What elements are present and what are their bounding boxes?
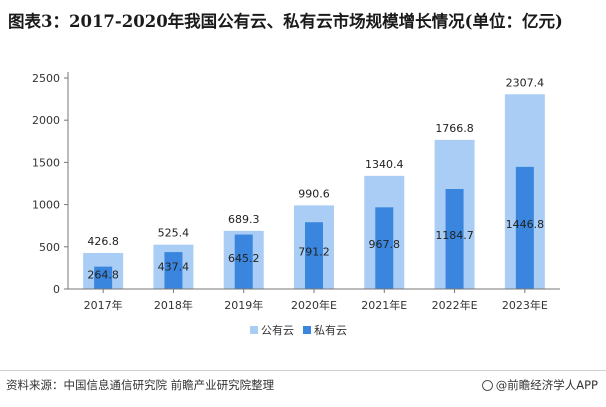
private-cloud-bar [94, 266, 113, 289]
private-cloud-bar [375, 207, 394, 289]
public-cloud-value-label: 990.6 [298, 187, 330, 200]
public-cloud-value-label: 1766.8 [435, 122, 474, 135]
legend: 公有云 私有云 [250, 323, 347, 337]
x-tick-label: 2020年E [291, 298, 337, 312]
private-cloud-bar [305, 222, 323, 289]
private-cloud-value-label: 264.8 [87, 269, 119, 282]
source-note: 资料来源：中国信息通信研究院 前瞻产业研究院整理 [6, 378, 275, 392]
private-cloud-value-label: 967.8 [369, 238, 401, 251]
legend-private-cloud-label: 私有云 [314, 323, 347, 337]
private-cloud-bar [164, 252, 183, 289]
private-cloud-value-label: 1446.8 [506, 218, 545, 231]
x-tick-label: 2018年 [154, 298, 193, 312]
public-cloud-value-label: 689.3 [228, 213, 260, 226]
public-cloud-value-label: 2307.4 [506, 76, 545, 89]
private-cloud-value-label: 791.2 [298, 246, 330, 259]
private-cloud-bar [445, 189, 464, 289]
x-tick-label: 2022年E [432, 298, 478, 312]
legend-public-cloud-label: 公有云 [261, 323, 294, 337]
public-cloud-value-label: 525.4 [158, 227, 190, 240]
x-tick-label: 2017年 [84, 298, 123, 312]
legend-private-cloud-swatch [303, 326, 311, 334]
public-cloud-value-label: 426.8 [87, 235, 119, 248]
chart-title: 图表3：2017-2020年我国公有云、私有云市场规模增长情况(单位：亿元) [8, 12, 563, 31]
public-cloud-value-label: 1340.4 [365, 158, 404, 171]
private-cloud-value-label: 645.2 [228, 252, 260, 265]
x-tick-label: 2023年E [502, 298, 548, 312]
footer-divider [0, 370, 606, 371]
y-tick-label: 2000 [32, 114, 60, 127]
brand-text: @前瞻经济学人APP [495, 378, 598, 392]
bar-chart: 0 500 1000 1500 2000 2500 426.8 264.8 525.4 437.… [32, 72, 560, 337]
legend-public-cloud-swatch [250, 326, 258, 334]
y-tick-label: 1000 [32, 199, 60, 212]
x-tick-label: 2019年 [224, 298, 263, 312]
y-tick-label: 500 [39, 241, 60, 254]
private-cloud-bar [234, 234, 253, 289]
y-axis: 0 500 1000 1500 2000 2500 [32, 72, 69, 296]
private-cloud-value-label: 437.4 [158, 261, 190, 274]
brand-credit: @前瞻经济学人APP [481, 377, 598, 393]
private-cloud-bar [515, 166, 534, 289]
y-tick-label: 2500 [32, 72, 60, 85]
y-tick-label: 0 [53, 283, 60, 296]
y-tick-label: 1500 [32, 156, 60, 169]
private-cloud-value-label: 1184.7 [435, 229, 474, 242]
x-axis: 2017年 2018年 2019年 2020年E 2021年E 2022年E 2023年E [68, 288, 560, 312]
x-tick-label: 2021年E [361, 298, 407, 312]
bars: 426.8 264.8 525.4 437.4 689.3 645.2 990.6 791.2… [83, 76, 545, 290]
brand-logo-icon [481, 380, 493, 391]
